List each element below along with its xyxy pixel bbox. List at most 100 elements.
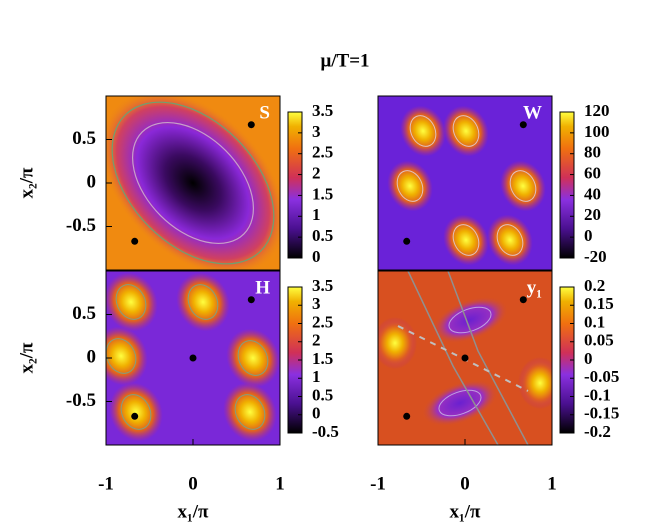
- colorbar-tick-label: 120: [584, 101, 610, 120]
- field-blob: [109, 382, 163, 442]
- field-blob: [106, 96, 280, 270]
- contour: [407, 271, 529, 445]
- colorbar-tick-label: -0.15: [584, 404, 619, 423]
- colorbar-tick-label: 60: [584, 163, 601, 182]
- y-axis-label: x₂/π: [16, 342, 37, 373]
- contour: [409, 115, 437, 147]
- colorbar-tick-label: 3: [312, 294, 321, 313]
- field-blob: [487, 214, 533, 266]
- field-blob: [400, 105, 446, 157]
- x-tick-label: 0: [188, 473, 198, 494]
- colorbar-tick-label: 1: [312, 367, 321, 386]
- point: [403, 412, 411, 420]
- point: [131, 237, 139, 245]
- contour: [131, 121, 255, 245]
- field-blob: [106, 326, 148, 386]
- point: [189, 354, 197, 362]
- colorbar-tick-label: 1: [312, 205, 321, 224]
- point: [131, 412, 139, 420]
- colorbar-tick-label: -20: [584, 247, 607, 266]
- colorbar-tick-label: -0.05: [584, 367, 619, 386]
- colorbar-tick-label: 0.5: [312, 226, 333, 245]
- colorbar-tick-label: 40: [584, 184, 601, 203]
- point: [247, 296, 255, 304]
- field-blob: [421, 379, 499, 427]
- colorbar-tick-label: 1.5: [312, 349, 333, 368]
- contour: [496, 224, 524, 256]
- y-tick-label: 0: [87, 346, 97, 367]
- colorbar-tick-label: 2.5: [312, 312, 333, 331]
- colorbar-tick-label: 0: [584, 349, 593, 368]
- field-blob: [387, 160, 433, 212]
- field-blob: [518, 357, 552, 409]
- contour: [237, 340, 269, 376]
- x-tick-label: 0: [460, 473, 470, 494]
- panel-label: H: [255, 277, 270, 298]
- colorbar-tick-label: 2: [312, 163, 321, 182]
- point: [519, 121, 527, 129]
- colorbar-tick-label: -0.2: [584, 422, 611, 441]
- field-blob: [226, 328, 280, 388]
- point: [519, 296, 527, 304]
- y-tick-label: -0.5: [66, 215, 96, 236]
- colorbar-tick-label: -0.1: [584, 385, 611, 404]
- colorbar-tick-label: 80: [584, 143, 601, 162]
- figure-title: μ/T=1: [320, 50, 369, 71]
- colorbar-tick-label: 2.5: [312, 143, 333, 162]
- colorbar-tick-label: 3.5: [312, 276, 333, 295]
- contour: [120, 394, 152, 430]
- colorbar-tick-label: -0.5: [312, 422, 339, 441]
- y-tick-label: -0.5: [66, 390, 96, 411]
- y-axis-label: x₂/π: [16, 167, 37, 198]
- x-tick-label: 1: [547, 473, 557, 494]
- colorbar-tick-label: 3: [312, 122, 321, 141]
- x-tick-label: -1: [98, 473, 114, 494]
- frame: [377, 95, 553, 271]
- colorbar-tick-label: 0.5: [312, 385, 333, 404]
- colorbar-tick-label: 0.2: [584, 276, 605, 295]
- colorbar-tick-label: 2: [312, 331, 321, 350]
- colorbar: [559, 111, 575, 259]
- field-blob: [443, 214, 489, 266]
- colorbar-tick-label: 0: [312, 247, 321, 266]
- colorbar-tick-label: 1.5: [312, 184, 333, 203]
- contour: [452, 115, 480, 147]
- colorbar-tick-label: 100: [584, 122, 610, 141]
- colorbar: [287, 111, 303, 259]
- contour: [438, 389, 482, 417]
- field-blob: [378, 317, 417, 369]
- contour: [115, 284, 147, 320]
- x-axis-label: x₁/π: [178, 501, 209, 522]
- contour: [448, 306, 492, 334]
- colorbar-tick-label: 20: [584, 205, 601, 224]
- field-blob: [106, 272, 158, 332]
- field-blob: [223, 382, 277, 442]
- contour: [234, 394, 266, 430]
- colorbar-tick-label: 0.05: [584, 331, 614, 350]
- x-tick-label: -1: [370, 473, 386, 494]
- panel-label: y₁: [527, 277, 542, 298]
- point: [247, 121, 255, 129]
- x-tick-label: 1: [275, 473, 285, 494]
- field-blob: [500, 160, 546, 212]
- colorbar-tick-label: 0: [584, 226, 593, 245]
- field-blob: [431, 296, 509, 344]
- y-tick-label: 0.5: [72, 128, 96, 149]
- colorbar-tick-label: 3.5: [312, 101, 333, 120]
- contour: [396, 170, 424, 202]
- colorbar-tick-label: 0.1: [584, 312, 605, 331]
- field-blob: [443, 105, 489, 157]
- field-blob: [176, 272, 230, 332]
- y-tick-label: 0.5: [72, 303, 96, 324]
- y-tick-label: 0: [87, 171, 97, 192]
- contour: [187, 284, 219, 320]
- contour: [106, 338, 137, 374]
- colorbar-tick-label: 0: [312, 404, 321, 423]
- contour: [452, 224, 480, 256]
- contour: [111, 101, 275, 265]
- panel-label: W: [523, 102, 542, 123]
- point: [461, 354, 469, 362]
- point: [403, 237, 411, 245]
- contour: [509, 170, 537, 202]
- x-axis-label: x₁/π: [450, 501, 481, 522]
